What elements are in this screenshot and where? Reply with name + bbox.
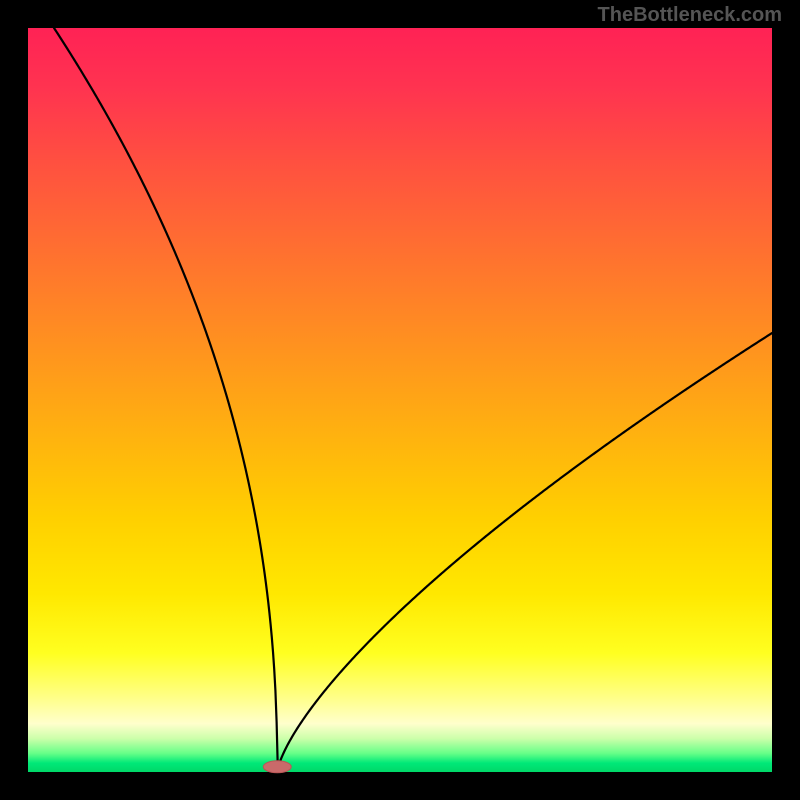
watermark-text: TheBottleneck.com xyxy=(598,4,782,27)
chart-svg xyxy=(0,0,800,800)
chart-container: TheBottleneck.com xyxy=(0,0,800,800)
plot-background xyxy=(28,28,772,772)
vertex-marker xyxy=(263,761,291,773)
